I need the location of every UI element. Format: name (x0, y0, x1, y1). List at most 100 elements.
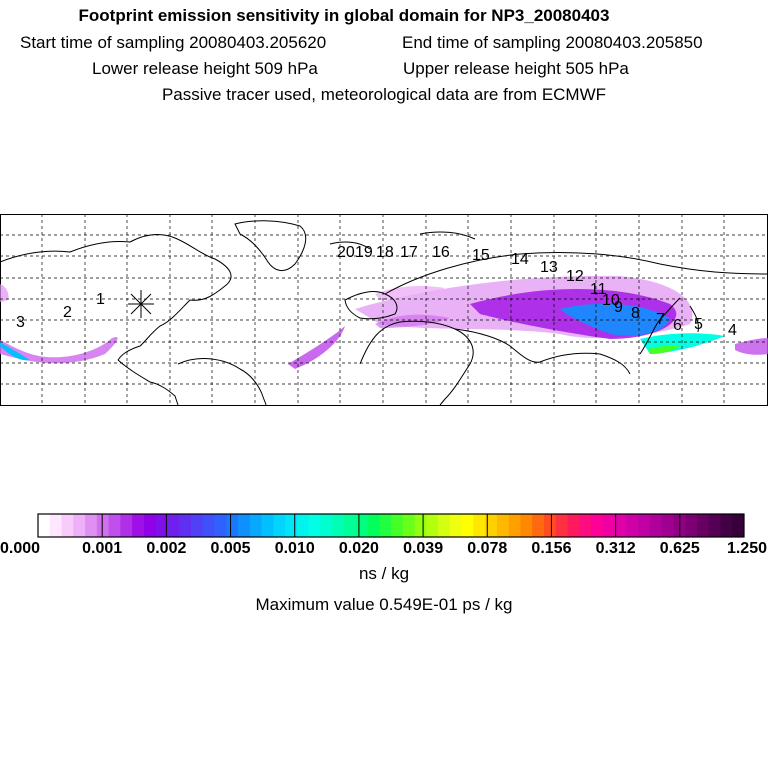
colorbar-cell (591, 514, 604, 537)
colorbar-tick-label: 0.005 (211, 540, 251, 557)
day-label-5: 5 (694, 316, 703, 333)
colorbar-cell (685, 514, 698, 537)
colorbar-tick-label: 0.002 (146, 540, 186, 557)
day-label-16: 16 (432, 244, 450, 261)
colorbar-cell (449, 514, 462, 537)
colorbar-cell (238, 514, 251, 537)
day-label-15: 15 (472, 247, 490, 264)
colorbar-tick-label: 0.625 (660, 540, 700, 557)
colorbar-cell (285, 514, 298, 537)
colorbar-frame (37, 513, 745, 538)
colorbar-tick-label: 0.078 (467, 540, 507, 557)
colorbar-cell (438, 514, 451, 537)
release-site-asterisk (128, 290, 154, 318)
day-label-8: 8 (631, 305, 640, 322)
colorbar-cell (167, 514, 180, 537)
colorbar-cell (543, 514, 557, 537)
day-label-9: 9 (614, 299, 623, 316)
colorbar-cell (626, 514, 639, 537)
day-label-20: 20 (337, 244, 355, 261)
colorbar-cell (61, 514, 74, 537)
colorbar-cell (496, 514, 510, 537)
colorbar-tick-label: 0.001 (82, 540, 122, 557)
day-label-14: 14 (511, 251, 529, 268)
footprint-plume (0, 275, 768, 369)
upper-release-height-label: Upper release height 505 hPa (403, 59, 629, 78)
colorbar-cell (614, 514, 627, 537)
colorbar-tick-label: 1.250 (727, 540, 767, 557)
colorbar-cell (108, 514, 121, 537)
colorbar-cell (143, 514, 157, 537)
colorbar-cell (379, 514, 392, 537)
day-label-3: 3 (16, 314, 25, 331)
colorbar-cell (190, 514, 204, 537)
colorbar-cell (38, 514, 51, 537)
lower-release-height-label: Lower release height 509 hPa (92, 59, 318, 78)
colorbar-cell (567, 514, 580, 537)
colorbar-cell (696, 514, 710, 537)
colorbar-unit: ns / kg (358, 564, 410, 583)
coastlines (0, 220, 768, 406)
colorbar-cell (485, 514, 498, 537)
colorbar-cell (391, 514, 404, 537)
colorbar-tick-label: 0.312 (596, 540, 636, 557)
colorbar-tick-label: 0.039 (403, 540, 443, 557)
maximum-value-label: Maximum value 0.549E-01 ps / kg (255, 595, 513, 614)
colorbar-cell (179, 514, 192, 537)
colorbar-cell (308, 514, 321, 537)
colorbar-cell (155, 514, 168, 537)
colorbar-cell (414, 514, 427, 537)
colorbar-cell (249, 514, 262, 537)
colorbar-cell (732, 514, 745, 537)
day-label-12: 12 (566, 268, 584, 285)
colorbar-cell (332, 514, 345, 537)
graticule (0, 214, 768, 406)
day-label-10: 10 (602, 292, 620, 309)
colorbar-cell (520, 514, 533, 537)
tracer-note: Passive tracer used, meteorological data… (161, 85, 607, 104)
colorbar-cell (261, 514, 274, 537)
colorbar-cell (508, 514, 521, 537)
colorbar-cell (661, 514, 674, 537)
day-label-2: 2 (63, 304, 72, 321)
day-label-1: 1 (96, 291, 105, 308)
colorbar-cell (85, 514, 98, 537)
colorbar-cell (73, 514, 86, 537)
figure-title: Footprint emission sensitivity in global… (78, 6, 610, 25)
colorbar-cell (638, 514, 651, 537)
colorbar: 0.000 0.001 0.002 0.005 0.010 0.020 0.039 0.078… (0, 513, 767, 557)
colorbar-cell (461, 514, 474, 537)
end-time-label: End time of sampling 20080403.205850 (402, 33, 703, 52)
colorbar-cell (355, 514, 368, 537)
colorbar-tick-label: 0.156 (531, 540, 571, 557)
colorbar-cell (426, 514, 439, 537)
colorbar-cell (708, 514, 721, 537)
colorbar-cell (96, 514, 109, 537)
colorbar-cell (555, 514, 568, 537)
colorbar-cell (532, 514, 545, 537)
day-label-4: 4 (728, 322, 737, 339)
colorbar-cell (132, 514, 145, 537)
start-time-label: Start time of sampling 20080403.205620 (20, 33, 327, 52)
colorbar-tick-label: 0.020 (339, 540, 379, 557)
colorbar-cell (649, 514, 663, 537)
colorbar-cell (214, 514, 227, 537)
day-label-19: 19 (355, 244, 373, 261)
day-label-13: 13 (540, 259, 558, 276)
colorbar-cell (720, 514, 733, 537)
day-label-11: 11 (590, 281, 607, 298)
day-label-17: 17 (400, 244, 418, 261)
colorbar-cell (202, 514, 215, 537)
colorbar-tick-label: 0.010 (275, 540, 315, 557)
colorbar-cell (602, 514, 615, 537)
colorbar-cell (296, 514, 310, 537)
colorbar-cell (273, 514, 286, 537)
colorbar-cell (402, 514, 415, 537)
colorbar-cell (120, 514, 133, 537)
colorbar-cell (343, 514, 357, 537)
colorbar-cell (579, 514, 592, 537)
day-label-18: 18 (376, 244, 394, 261)
colorbar-cell (367, 514, 380, 537)
